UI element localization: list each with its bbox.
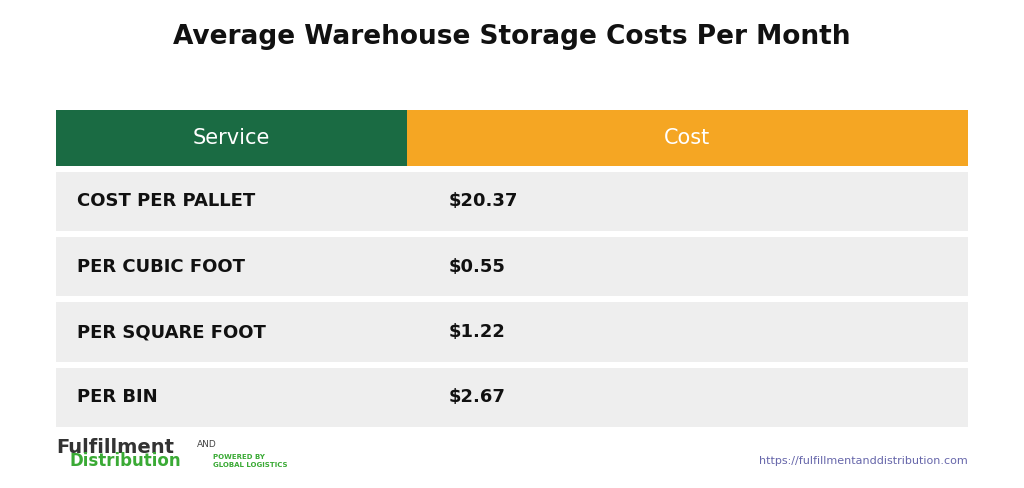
Text: POWERED BY
GLOBAL LOGISTICS: POWERED BY GLOBAL LOGISTICS: [213, 454, 288, 468]
Text: Service: Service: [194, 128, 270, 148]
Text: Distribution: Distribution: [70, 452, 181, 470]
Text: https://fulfillmentanddistribution.com: https://fulfillmentanddistribution.com: [759, 456, 968, 466]
Bar: [56, 110, 408, 166]
Text: PER BIN: PER BIN: [77, 388, 158, 407]
Text: Average Warehouse Storage Costs Per Month: Average Warehouse Storage Costs Per Mont…: [173, 23, 851, 50]
Bar: [56, 237, 408, 296]
Bar: [408, 172, 968, 231]
Bar: [408, 237, 968, 296]
Bar: [408, 110, 968, 166]
Bar: [408, 302, 968, 362]
Text: PER CUBIC FOOT: PER CUBIC FOOT: [77, 258, 245, 276]
Bar: [56, 367, 408, 427]
Text: $20.37: $20.37: [449, 192, 517, 210]
Text: Fulfillment: Fulfillment: [56, 439, 174, 457]
Text: PER SQUARE FOOT: PER SQUARE FOOT: [77, 323, 265, 341]
Text: Cost: Cost: [665, 128, 711, 148]
Text: $0.55: $0.55: [449, 258, 505, 276]
Text: AND: AND: [197, 440, 216, 448]
Text: $2.67: $2.67: [449, 388, 505, 407]
Bar: [56, 302, 408, 362]
Text: COST PER PALLET: COST PER PALLET: [77, 192, 255, 210]
Bar: [56, 172, 408, 231]
Bar: [408, 367, 968, 427]
Text: $1.22: $1.22: [449, 323, 505, 341]
